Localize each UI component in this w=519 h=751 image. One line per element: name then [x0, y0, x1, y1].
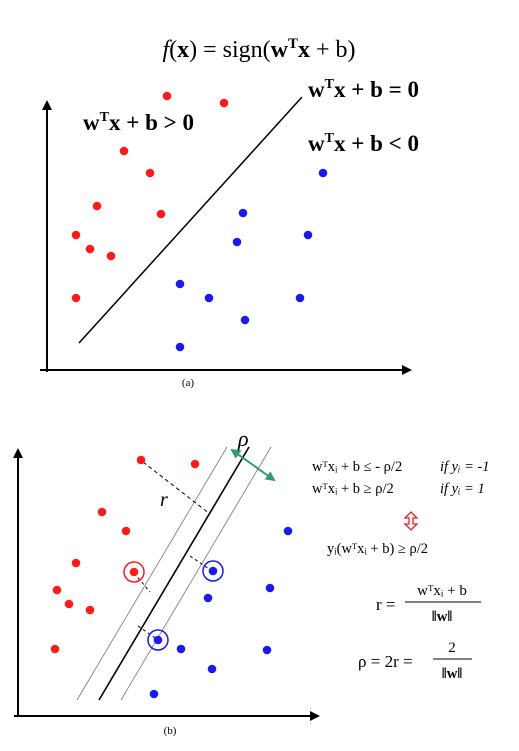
positive-point [190, 459, 200, 469]
positive-point [71, 558, 81, 568]
negative-point [318, 168, 328, 178]
margin-arrow-left [230, 448, 275, 481]
positive-point [145, 168, 155, 178]
positive-point [129, 567, 139, 577]
negative-point [208, 566, 218, 576]
rho-formula-numerator: 2 [448, 640, 456, 656]
rho-label: ρ [237, 426, 249, 451]
r-label: r [160, 489, 168, 511]
top-decision-boundary [78, 96, 303, 344]
negative-point [176, 644, 186, 654]
margin-line-negative [120, 446, 272, 701]
negative-point [262, 645, 272, 655]
negative-region-label: wTx + b < 0 [308, 131, 419, 156]
positive-point [136, 455, 146, 465]
negative-point [232, 237, 242, 247]
positive-point [71, 293, 81, 303]
support-vector-ring-blue-lower [147, 629, 169, 651]
positive-point [64, 599, 74, 609]
boundary-label: wTx + b = 0 [308, 77, 419, 102]
positive-point [156, 209, 166, 219]
negative-point [283, 526, 293, 536]
positive-point [92, 201, 102, 211]
distance-r-line [142, 461, 211, 515]
positive-point [119, 146, 129, 156]
combined-constraint: yᵢ(wᵀxᵢ + b) ≥ ρ/2 [327, 541, 428, 557]
bottom-negative-points [149, 526, 293, 699]
positive-point [106, 251, 116, 261]
negative-point [149, 689, 159, 699]
constraint-negative: wᵀxᵢ + b ≤ - ρ/2 if yᵢ = -1 [312, 459, 490, 475]
positive-point [50, 644, 60, 654]
support-vector-ring-blue-upper [202, 560, 224, 582]
equivalence-arrow-icon [403, 511, 419, 531]
sv-connector-blue-upper [189, 555, 213, 572]
caption-a: (a) [182, 377, 195, 389]
positive-point [52, 585, 62, 595]
bottom-decision-boundary [98, 446, 250, 701]
negative-point [204, 293, 214, 303]
bottom-positive-points [50, 455, 200, 654]
positive-point [85, 605, 95, 615]
negative-point [295, 293, 305, 303]
caption-b: (b) [164, 725, 177, 737]
margin-line-positive [76, 446, 228, 701]
negative-point [175, 342, 185, 352]
top-negative-points [175, 168, 328, 352]
positive-point [162, 91, 172, 101]
positive-region-label: wTx + b > 0 [83, 110, 194, 135]
negative-point [153, 635, 163, 645]
r-formula-lhs: r = [376, 595, 396, 614]
rho-formula-denominator: ‖w‖ [442, 666, 463, 682]
top-positive-points [71, 91, 229, 303]
negative-point [203, 593, 213, 603]
negative-point [238, 208, 248, 218]
negative-point [303, 230, 313, 240]
negative-point [207, 664, 217, 674]
negative-point [240, 315, 250, 325]
r-formula-numerator: wᵀxᵢ + b [417, 583, 467, 599]
positive-point [97, 507, 107, 517]
r-formula-denominator: ‖w‖ [432, 609, 453, 625]
rho-formula-lhs: ρ = 2r = [358, 652, 413, 671]
support-vector-ring-red [123, 561, 145, 583]
sv-connector-red [133, 572, 151, 593]
negative-point [175, 279, 185, 289]
positive-point [71, 230, 81, 240]
positive-point [219, 98, 229, 108]
constraint-positive: wᵀxᵢ + b ≥ ρ/2 if yᵢ = 1 [312, 481, 485, 497]
negative-point [265, 583, 275, 593]
positive-point [85, 244, 95, 254]
positive-point [121, 526, 131, 536]
decision-function-title: f(x) = sign(wTx + b) [162, 36, 355, 63]
